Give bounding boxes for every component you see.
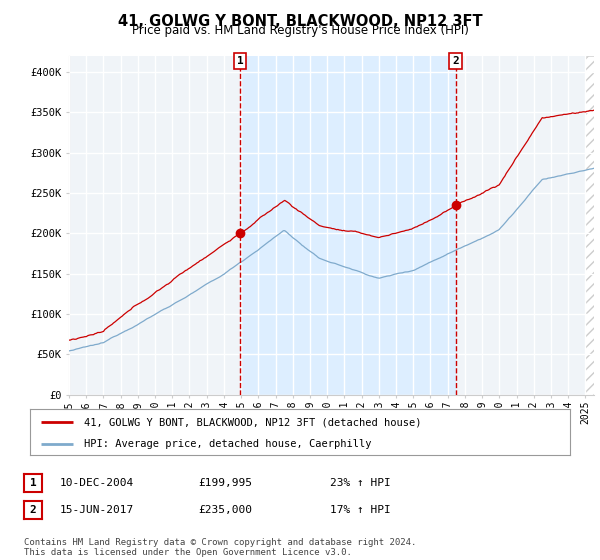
Text: Contains HM Land Registry data © Crown copyright and database right 2024.
This d: Contains HM Land Registry data © Crown c…: [24, 538, 416, 557]
Bar: [586, 56, 594, 395]
Text: 2: 2: [452, 56, 459, 66]
Text: 15-JUN-2017: 15-JUN-2017: [60, 505, 134, 515]
Bar: [240, 56, 455, 395]
Text: 1: 1: [29, 478, 37, 488]
Bar: [586, 56, 594, 395]
Text: 17% ↑ HPI: 17% ↑ HPI: [330, 505, 391, 515]
Text: HPI: Average price, detached house, Caerphilly: HPI: Average price, detached house, Caer…: [84, 439, 371, 449]
Text: 1: 1: [237, 56, 244, 66]
Text: 10-DEC-2004: 10-DEC-2004: [60, 478, 134, 488]
Text: 41, GOLWG Y BONT, BLACKWOOD, NP12 3FT: 41, GOLWG Y BONT, BLACKWOOD, NP12 3FT: [118, 14, 482, 29]
Text: Price paid vs. HM Land Registry's House Price Index (HPI): Price paid vs. HM Land Registry's House …: [131, 24, 469, 37]
Text: 41, GOLWG Y BONT, BLACKWOOD, NP12 3FT (detached house): 41, GOLWG Y BONT, BLACKWOOD, NP12 3FT (d…: [84, 417, 421, 427]
Text: £235,000: £235,000: [198, 505, 252, 515]
Text: 23% ↑ HPI: 23% ↑ HPI: [330, 478, 391, 488]
Text: £199,995: £199,995: [198, 478, 252, 488]
Text: 2: 2: [29, 505, 37, 515]
